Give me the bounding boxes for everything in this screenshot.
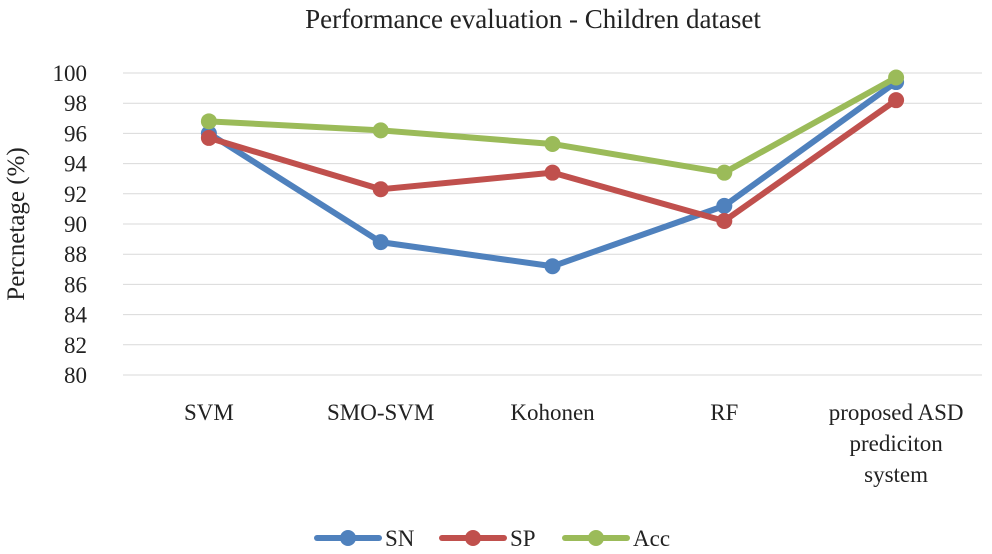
y-tick-label: 90 <box>64 212 87 237</box>
y-tick-label: 86 <box>64 272 87 297</box>
data-point-sp <box>200 129 217 146</box>
data-point-acc <box>200 113 217 130</box>
series-line-sp <box>205 97 900 224</box>
x-category-line: system <box>864 462 928 487</box>
x-axis-categories: SVM SMO-SVM Kohonen RF proposed ASD predicito… <box>184 400 964 487</box>
y-tick-label: 98 <box>64 91 87 116</box>
y-axis-ticks: 80 82 84 86 88 90 92 94 96 98 100 <box>53 61 88 388</box>
data-point-sn <box>544 258 561 275</box>
x-category-line: SVM <box>184 400 234 425</box>
legend-item-acc: Acc <box>562 526 670 551</box>
data-point-sp <box>716 212 733 229</box>
data-point-sn <box>372 234 389 251</box>
legend-swatch-marker <box>465 530 481 546</box>
legend-label: SP <box>510 526 536 551</box>
y-tick-label: 94 <box>64 152 88 177</box>
series-acc <box>200 69 905 181</box>
data-point-acc <box>372 122 389 139</box>
x-category-label: RF <box>710 400 738 425</box>
y-tick-label: 82 <box>64 333 87 358</box>
data-point-sp <box>372 181 389 198</box>
y-tick-label: 88 <box>64 242 87 267</box>
y-axis-label: Percnetage (%) <box>3 147 30 300</box>
x-category-label: SVM <box>184 400 234 425</box>
y-tick-label: 84 <box>64 303 88 328</box>
legend-item-sp: SP <box>439 526 536 551</box>
x-category-line: RF <box>710 400 738 425</box>
gridlines <box>123 72 982 376</box>
data-point-sn <box>716 197 733 214</box>
y-tick-label: 92 <box>64 182 87 207</box>
x-category-label: SMO-SVM <box>327 400 434 425</box>
x-category-line: SMO-SVM <box>327 400 434 425</box>
x-category-label: proposed ASD prediciton system <box>829 400 964 487</box>
x-category-label: Kohonen <box>510 400 595 425</box>
chart-title: Performance evaluation - Children datase… <box>305 4 761 34</box>
legend-label: Acc <box>633 526 670 551</box>
data-point-acc <box>716 164 733 181</box>
y-tick-label: 80 <box>64 363 87 388</box>
data-point-sp <box>888 92 905 109</box>
legend-item-sn: SN <box>314 526 415 551</box>
series-sp <box>200 92 905 229</box>
x-category-line: proposed ASD <box>829 400 964 425</box>
legend: SN SP Acc <box>314 526 670 551</box>
data-point-acc <box>544 135 561 152</box>
y-tick-label: 96 <box>64 121 87 146</box>
data-point-sp <box>544 164 561 181</box>
x-category-line: prediciton <box>849 431 943 456</box>
y-tick-label: 100 <box>53 61 88 86</box>
legend-swatch-marker <box>588 530 604 546</box>
data-point-acc <box>888 69 905 86</box>
x-category-line: Kohonen <box>510 400 595 425</box>
data-series <box>200 69 905 275</box>
legend-label: SN <box>385 526 415 551</box>
legend-swatch-marker <box>340 530 356 546</box>
